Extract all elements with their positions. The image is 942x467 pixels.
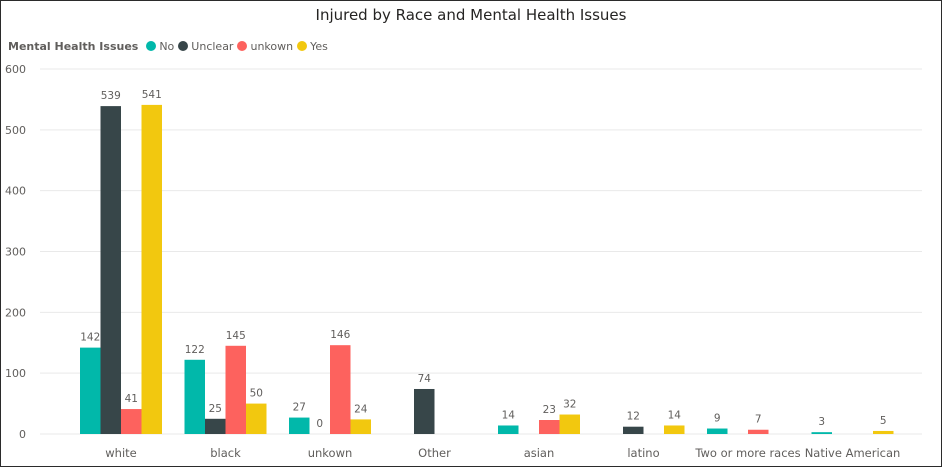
legend-marker [178, 41, 189, 51]
data-label: 41 [125, 393, 138, 405]
bar-unkown [225, 345, 246, 434]
bar-unkown [121, 409, 142, 434]
legend-label: No [159, 39, 175, 53]
x-category-label: white [105, 446, 136, 460]
legend-item-unkown[interactable]: unkown [237, 40, 293, 53]
legend-item-unclear[interactable]: Unclear [178, 40, 233, 53]
data-label: 25 [209, 403, 222, 415]
bar-unkown [330, 345, 351, 434]
legend-item-yes[interactable]: Yes [297, 40, 328, 53]
x-category-label: asian [524, 446, 555, 460]
data-label: 3 [818, 416, 825, 428]
x-category-label: Other [418, 446, 451, 460]
data-label: 142 [80, 332, 100, 344]
y-tick-label: 100 [5, 367, 26, 380]
bar-no [289, 417, 310, 434]
legend-title: Mental Health Issues [8, 39, 139, 53]
legend-label: Yes [310, 39, 328, 53]
data-label: 7 [755, 414, 762, 426]
x-category-label: black [210, 446, 241, 460]
x-category-label: unkown [308, 446, 353, 460]
bar-no [811, 432, 832, 434]
y-tick-label: 500 [5, 124, 26, 137]
x-category-label: latino [627, 446, 659, 460]
legend: Mental Health Issues No Unclear unkown Yes [8, 38, 332, 54]
data-label: 74 [418, 373, 432, 385]
bar-no [498, 425, 519, 434]
bar-no [184, 359, 205, 434]
legend-label: unkown [250, 39, 294, 53]
data-label: 122 [185, 344, 205, 356]
bar-unkown [539, 420, 560, 434]
bar-unclear [100, 106, 121, 434]
x-category-label: Two or more races [694, 446, 800, 460]
y-tick-label: 600 [5, 63, 26, 76]
data-label: 145 [226, 330, 246, 342]
bar-unclear [205, 418, 226, 434]
data-label: 23 [543, 404, 556, 416]
y-tick-label: 400 [5, 185, 26, 198]
bar-yes [141, 104, 162, 435]
bar-no [707, 428, 728, 434]
data-label: 14 [668, 409, 682, 421]
bar-unclear [623, 426, 644, 434]
data-label: 50 [250, 388, 263, 400]
data-label: 24 [354, 403, 368, 415]
data-label: 27 [293, 402, 306, 414]
bar-yes [559, 414, 580, 434]
data-label: 541 [142, 89, 162, 101]
bar-yes [664, 425, 685, 434]
legend-marker [297, 41, 308, 51]
data-label: 539 [101, 90, 121, 102]
chart-title: Injured by Race and Mental Health Issues [315, 6, 627, 24]
bar-unclear [414, 388, 435, 434]
bar-yes [246, 403, 267, 434]
data-label: 5 [880, 415, 887, 427]
legend-marker [146, 41, 157, 51]
data-label: 32 [563, 399, 576, 411]
data-label: 9 [714, 413, 721, 425]
legend-label: Unclear [191, 39, 234, 53]
data-label: 14 [502, 409, 516, 421]
bar-no [80, 347, 101, 434]
bar-yes [873, 430, 894, 434]
bar-yes [350, 419, 371, 434]
data-label: 0 [316, 418, 323, 430]
data-label: 146 [330, 329, 350, 341]
bar-unkown [748, 429, 769, 434]
y-tick-label: 0 [19, 428, 26, 441]
legend-item-no[interactable]: No [146, 40, 174, 53]
y-tick-label: 300 [5, 246, 26, 259]
legend-marker [237, 41, 248, 51]
data-label: 12 [627, 411, 640, 423]
y-tick-label: 200 [5, 306, 26, 319]
x-category-label: Native American [805, 446, 901, 460]
